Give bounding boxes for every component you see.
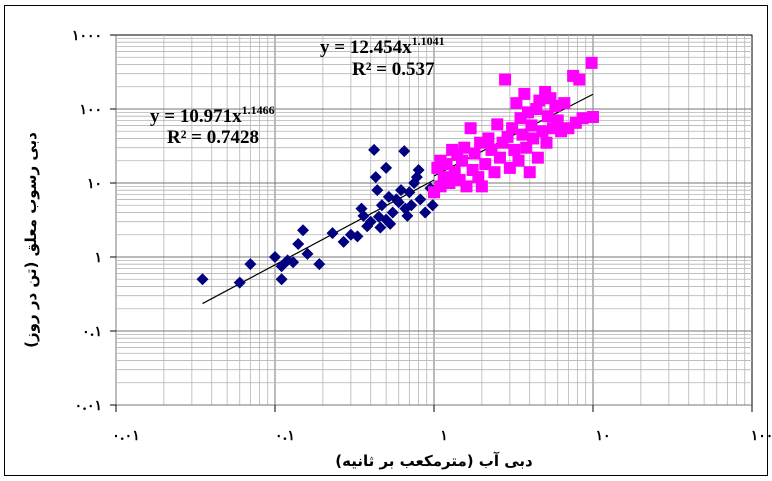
square-point [508,143,521,156]
x-tick-label: ۱ [440,428,448,444]
square-point [555,125,568,138]
axis-ticks [110,34,753,412]
diamond-point [233,276,246,289]
y-tick-label: ۱۰۰۰ [72,28,102,44]
diamond-point [269,251,281,263]
square-point [501,130,514,143]
trend-r2-1: R² = 0.7428 [167,127,259,148]
square-point [525,119,538,132]
x-tick-label: ۰.۱ [275,428,295,444]
diamond-point [369,171,382,184]
square-point [520,141,533,154]
square-point [551,114,564,127]
y-tick-label: ۰.۱ [82,324,102,340]
square-point [493,151,506,164]
square-point [536,125,549,138]
square-point [541,110,554,123]
square-point [499,73,512,86]
square-point [464,122,477,135]
trend-r2-2: R² = 0.537 [352,59,435,80]
x-tick-label: ۰.۰۱ [112,428,139,444]
diamond-point [292,237,305,250]
diamond-point [384,217,397,230]
diamond-point [401,209,414,222]
square-point [479,158,492,171]
diamond-point [326,227,339,240]
square-point [587,110,599,123]
diamond-point [296,224,309,237]
y-tick-label: ۱ [94,250,102,266]
y-axis-title: دبی رسوب معلق (تن در روز) [22,132,40,348]
square-point [482,132,495,145]
diamond-point [351,230,364,243]
diamond-point [287,256,300,269]
y-tick-label: ۱۰۰ [79,102,102,118]
diamond-point [196,273,209,286]
diamond-point [337,235,350,248]
square-point [540,136,553,149]
square-point [455,154,468,167]
diamond-point [375,199,388,212]
square-point [475,180,488,193]
y-tick-label: ۰.۰۱ [75,398,102,414]
square-point [558,97,571,110]
diamond-point [386,206,399,219]
diamond-point [392,196,405,209]
diamond-point [419,206,432,219]
square-point [472,171,485,184]
x-tick-label: ۱۰۰ [751,428,772,444]
tick-labels: ۰.۰۱ ۰.۱ ۱ ۱۰ ۱۰۰ ۱۰۰۰ ۱۰۰ ۱۰ ۱ ۰.۱ ۰.۰۱ [72,28,772,444]
diamond-point [414,193,427,206]
square-point [518,87,531,100]
diamond-point [357,209,370,222]
diamond-point [371,184,384,197]
diamond-point [244,258,257,271]
trend-equation-1: y = 10.971x1.1466 [150,103,275,127]
square-point [488,166,501,179]
square-point [460,180,473,193]
y-tick-label: ۱۰ [87,176,102,192]
trend-equation-2: y = 12.454x1.1041 [320,34,445,58]
square-point [573,73,586,86]
square-point [576,112,589,125]
diamond-point [368,143,381,156]
x-axis-title: دبی آب (مترمکعب بر ثانیه) [335,452,533,470]
diamond-point [275,273,288,286]
diamond-point [364,215,377,228]
square-point [531,151,544,164]
square-point [585,56,598,69]
grid-lines [115,35,752,406]
diamond-point [412,163,425,176]
diamond-point [380,161,393,174]
square-point [512,154,525,167]
diamond-point [405,199,418,212]
square-point [506,122,519,135]
x-tick-label: ۱۰ [595,428,610,444]
diamond-point [301,247,314,260]
square-point [468,147,481,160]
square-point [443,177,456,189]
chart-border [4,5,768,476]
diamond-point [398,145,411,158]
diamond-point [313,258,326,271]
square-point [516,128,529,141]
diamond-point [374,221,387,234]
square-point [523,166,536,179]
square-point [510,97,523,110]
diamond-point [426,199,439,212]
data-points [196,56,599,289]
square-point [527,132,540,145]
diamond-point [394,184,407,197]
square-point [458,141,471,154]
square-point [491,118,504,131]
diamond-point [403,186,416,199]
